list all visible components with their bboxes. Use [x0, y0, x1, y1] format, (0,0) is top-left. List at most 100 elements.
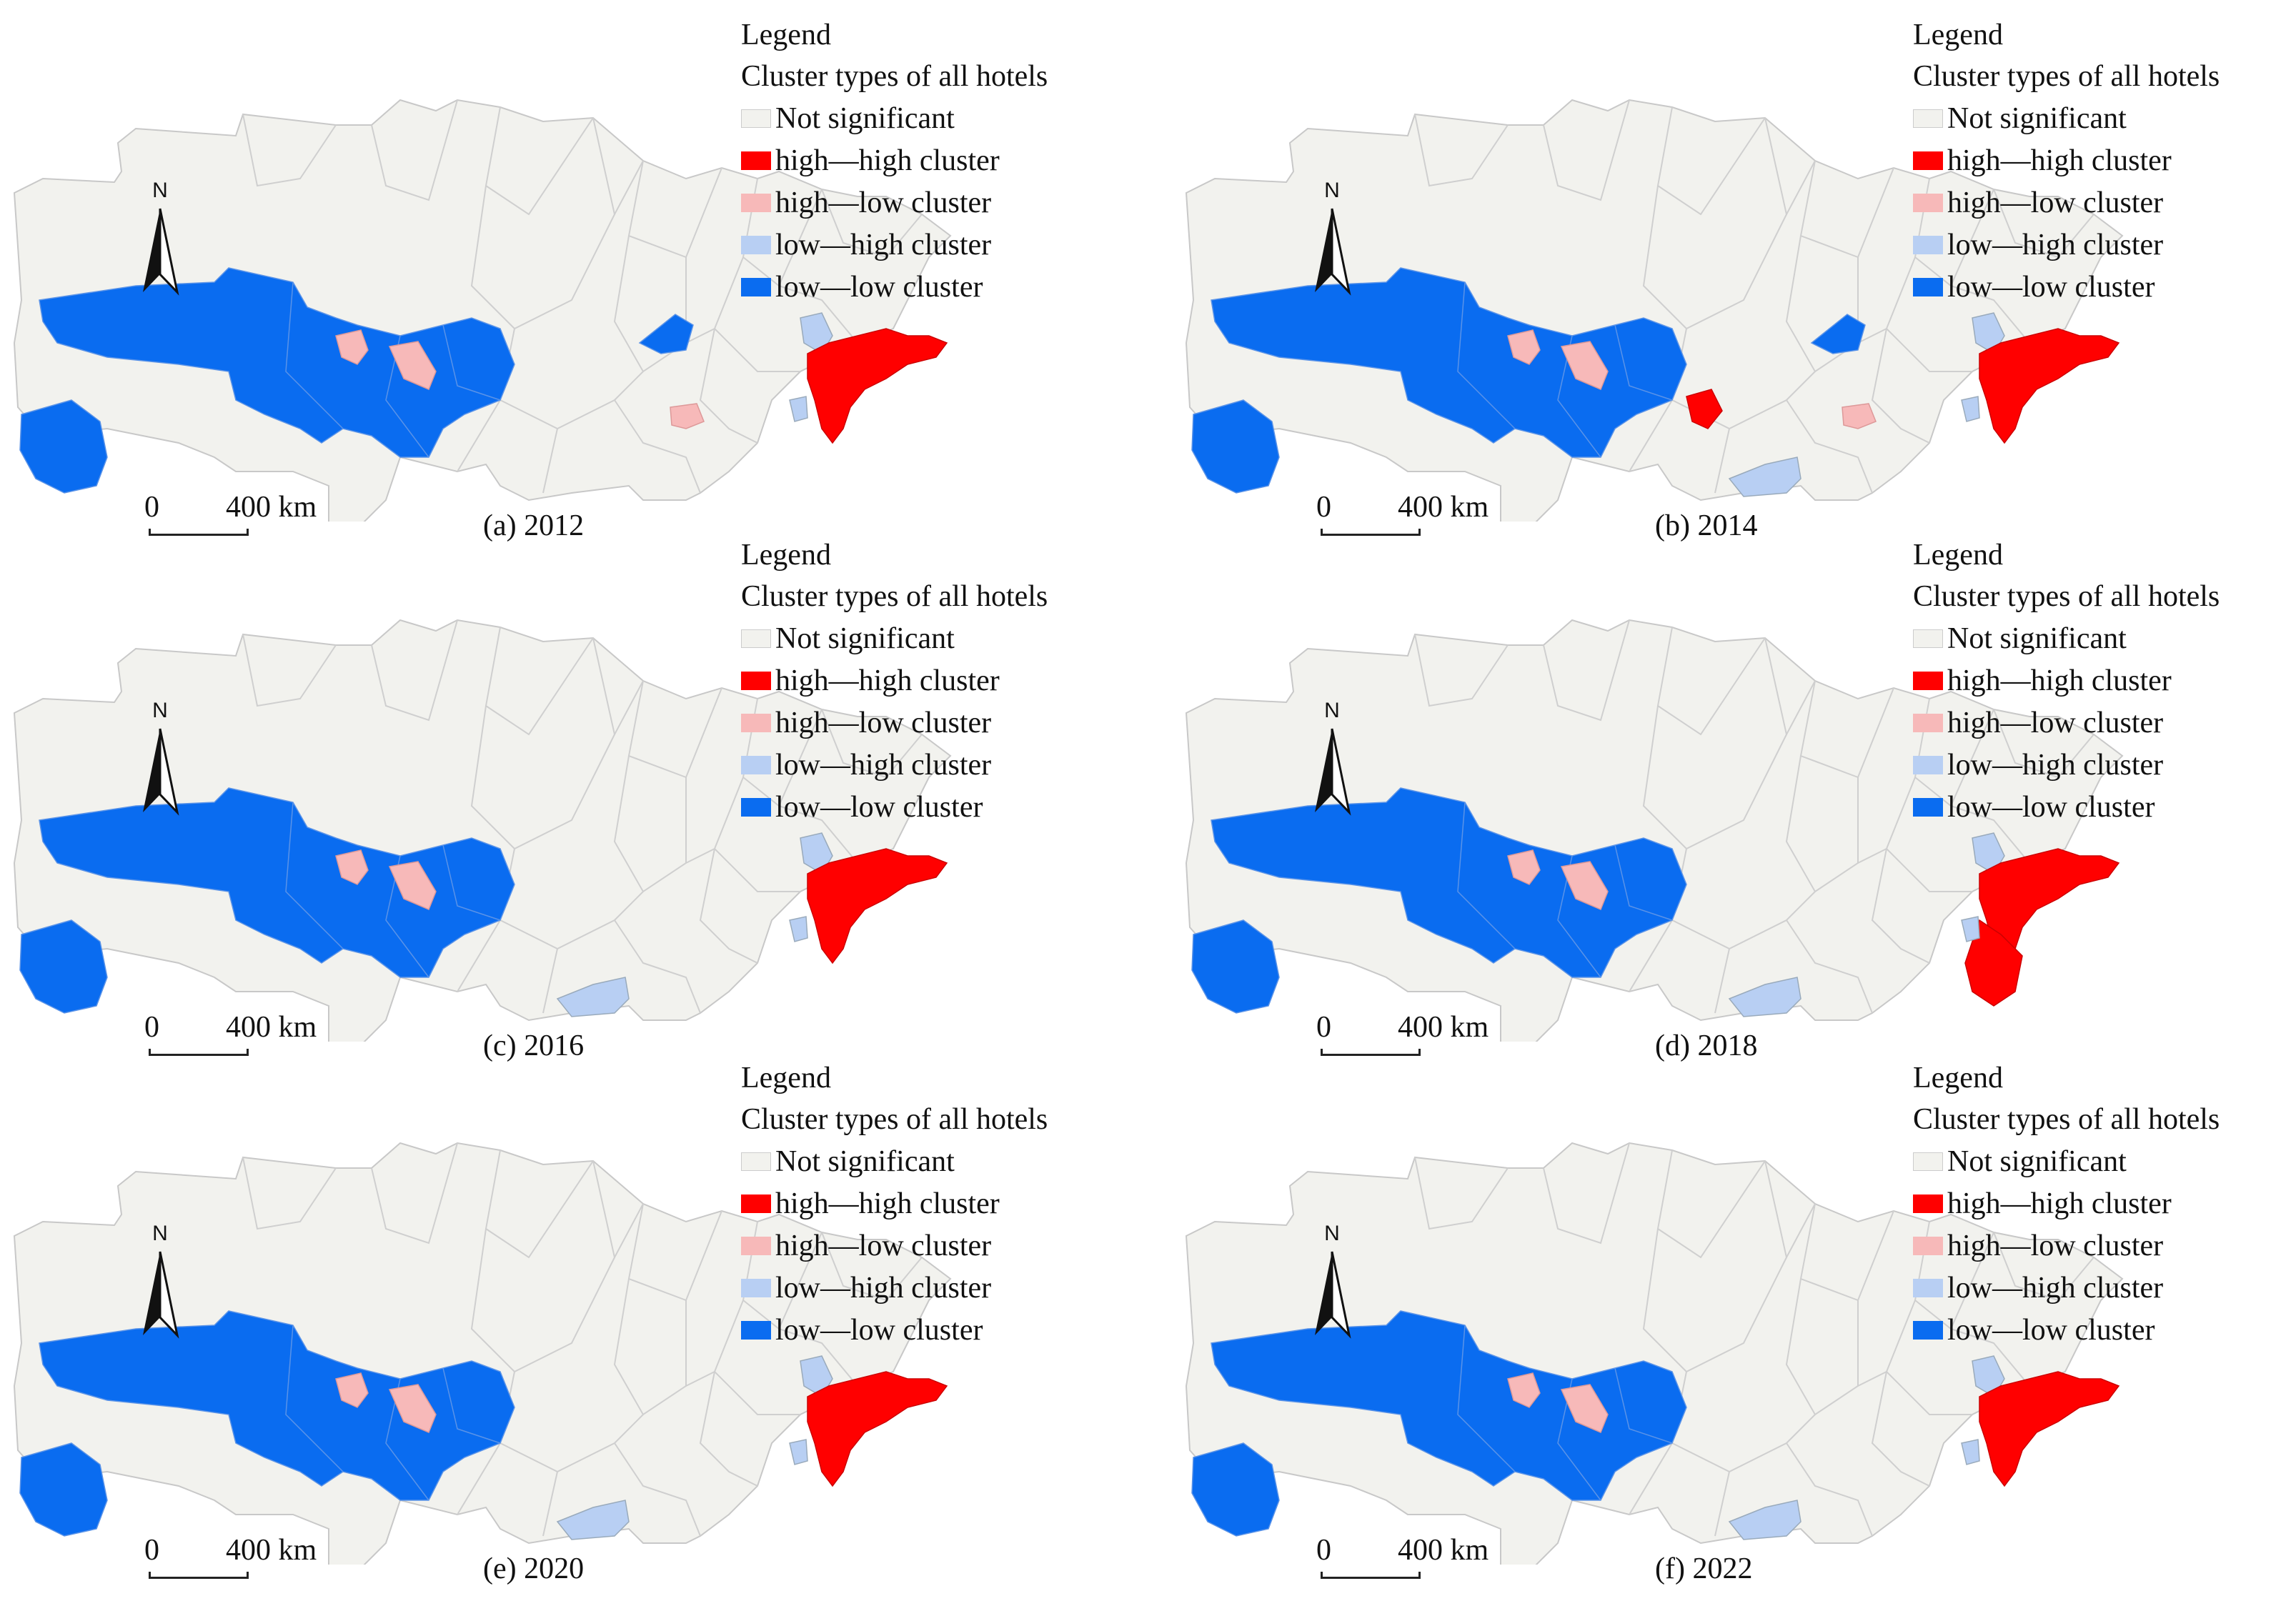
panel-caption: (a) 2012 — [483, 509, 585, 542]
legend-item-high-high: high—high cluster — [741, 139, 1048, 181]
legend-item-low-low: low—low cluster — [1913, 1309, 2220, 1351]
scale-zero-label: 0 — [144, 1011, 159, 1044]
map-panel-d: Legend Cluster types of all hotels Not s… — [1172, 520, 2296, 1062]
scale-max-label: 400 km — [226, 1534, 317, 1567]
legend-label: low—low cluster — [775, 1313, 983, 1347]
legend-swatch — [1913, 629, 1943, 648]
low-low-cluster-west — [1191, 1310, 1687, 1537]
map-panel-b: Legend Cluster types of all hotels Not s… — [1172, 0, 2296, 542]
high-low-cluster-west — [1507, 849, 1609, 910]
legend-label: high—high cluster — [775, 664, 1000, 697]
legend-item-not-significant: Not significant — [1913, 617, 2220, 659]
legend-swatch — [741, 193, 771, 212]
legend-item-low-low: low—low cluster — [1913, 266, 2220, 308]
legend: Legend Cluster types of all hotels Not s… — [1913, 1057, 2220, 1351]
legend-item-not-significant: Not significant — [741, 617, 1048, 659]
legend-title: Legend — [1913, 1062, 2003, 1094]
legend-item-high-low: high—low cluster — [741, 702, 1048, 744]
north-label: N — [152, 1222, 168, 1245]
legend-subtitle: Cluster types of all hotels — [741, 60, 1048, 93]
legend-swatch — [1913, 797, 1943, 817]
high-high-cluster-east — [1961, 832, 2120, 1007]
low-high-cluster-south — [556, 977, 630, 1017]
low-high-cluster-south — [1728, 977, 1801, 1017]
legend-label: high—low cluster — [1947, 1229, 2164, 1262]
map-panel-e: Legend Cluster types of all hotels Not s… — [0, 1043, 1148, 1585]
legend-item-low-high: low—high cluster — [1913, 744, 2220, 786]
legend-item-high-low: high—low cluster — [741, 181, 1048, 224]
high-high-cluster-mid — [1686, 389, 1723, 429]
legend-label: low—low cluster — [775, 790, 983, 824]
scale-max-label: 400 km — [226, 1011, 317, 1044]
legend-swatch — [1913, 277, 1943, 296]
legend-swatch — [741, 151, 771, 170]
scale-zero-label: 0 — [144, 1534, 159, 1567]
low-low-cluster-east — [638, 314, 694, 354]
legend-swatch — [741, 1320, 771, 1340]
scale-max-label: 400 km — [1398, 1011, 1489, 1044]
legend-label: high—high cluster — [775, 144, 1000, 177]
high-low-cluster-west — [335, 1372, 437, 1433]
legend-swatch — [741, 797, 771, 817]
legend-swatch — [741, 671, 771, 690]
legend: Legend Cluster types of all hotels Not s… — [741, 534, 1048, 828]
legend-label: low—high cluster — [775, 1271, 992, 1305]
panel-caption: (e) 2020 — [483, 1552, 585, 1585]
legend: Legend Cluster types of all hotels Not s… — [1913, 534, 2220, 828]
region-map — [1185, 1142, 2124, 1565]
map-panel-a: Legend Cluster types of all hotels Not s… — [0, 0, 1148, 542]
legend-swatch — [741, 1236, 771, 1255]
legend-swatch — [1913, 1194, 1943, 1213]
legend-subtitle: Cluster types of all hotels — [741, 1103, 1048, 1136]
legend-label: low—high cluster — [775, 228, 992, 261]
legend-swatch — [741, 629, 771, 648]
north-arrow-icon: N — [140, 1222, 180, 1342]
north-arrow-icon: N — [140, 699, 180, 819]
low-low-cluster-west — [1191, 267, 1687, 494]
north-label: N — [1324, 699, 1340, 722]
legend-label: low—low cluster — [775, 270, 983, 304]
legend-item-low-low: low—low cluster — [741, 786, 1048, 828]
legend-subtitle: Cluster types of all hotels — [1913, 1103, 2220, 1136]
north-label: N — [1324, 1222, 1340, 1245]
legend-label: low—high cluster — [1947, 228, 2164, 261]
legend-item-high-high: high—high cluster — [1913, 659, 2220, 702]
legend-label: Not significant — [775, 1144, 955, 1178]
scale-bar-line — [149, 529, 249, 536]
legend-subtitle: Cluster types of all hotels — [1913, 580, 2220, 613]
legend-swatch — [741, 235, 771, 254]
legend-swatch — [1913, 109, 1943, 128]
scale-bar-line — [1321, 1572, 1421, 1579]
legend-item-low-high: low—high cluster — [741, 224, 1048, 266]
legend-label: high—high cluster — [1947, 1187, 2172, 1220]
legend-label: high—high cluster — [1947, 664, 2172, 697]
high-low-cluster-west — [335, 849, 437, 910]
legend-label: low—low cluster — [1947, 270, 2155, 304]
legend-swatch — [1913, 755, 1943, 774]
low-high-cluster-south — [1728, 1500, 1801, 1540]
legend-swatch — [741, 713, 771, 732]
legend-label: high—low cluster — [1947, 706, 2164, 739]
high-high-cluster-east — [789, 312, 948, 444]
legend-label: high—high cluster — [775, 1187, 1000, 1220]
scale-zero-label: 0 — [1316, 1011, 1331, 1044]
low-low-cluster-west — [19, 1310, 515, 1537]
legend-swatch — [1913, 1152, 1943, 1171]
legend-item-low-low: low—low cluster — [1913, 786, 2220, 828]
panel-caption: (c) 2016 — [483, 1029, 585, 1062]
legend-label: low—high cluster — [1947, 1271, 2164, 1305]
legend-label: low—low cluster — [1947, 1313, 2155, 1347]
legend-item-high-low: high—low cluster — [741, 1225, 1048, 1267]
region-map — [13, 1142, 952, 1565]
north-label: N — [152, 699, 168, 722]
legend-swatch — [1913, 713, 1943, 732]
region-map — [13, 619, 952, 1042]
legend-label: high—low cluster — [775, 706, 992, 739]
legend-item-not-significant: Not significant — [741, 1140, 1048, 1182]
north-arrow-icon: N — [140, 179, 180, 299]
legend-swatch — [1913, 1278, 1943, 1297]
legend-label: Not significant — [1947, 1144, 2127, 1178]
map-panel-f: Legend Cluster types of all hotels Not s… — [1172, 1043, 2296, 1585]
legend-label: high—low cluster — [775, 1229, 992, 1262]
high-low-cluster-east — [670, 403, 705, 429]
